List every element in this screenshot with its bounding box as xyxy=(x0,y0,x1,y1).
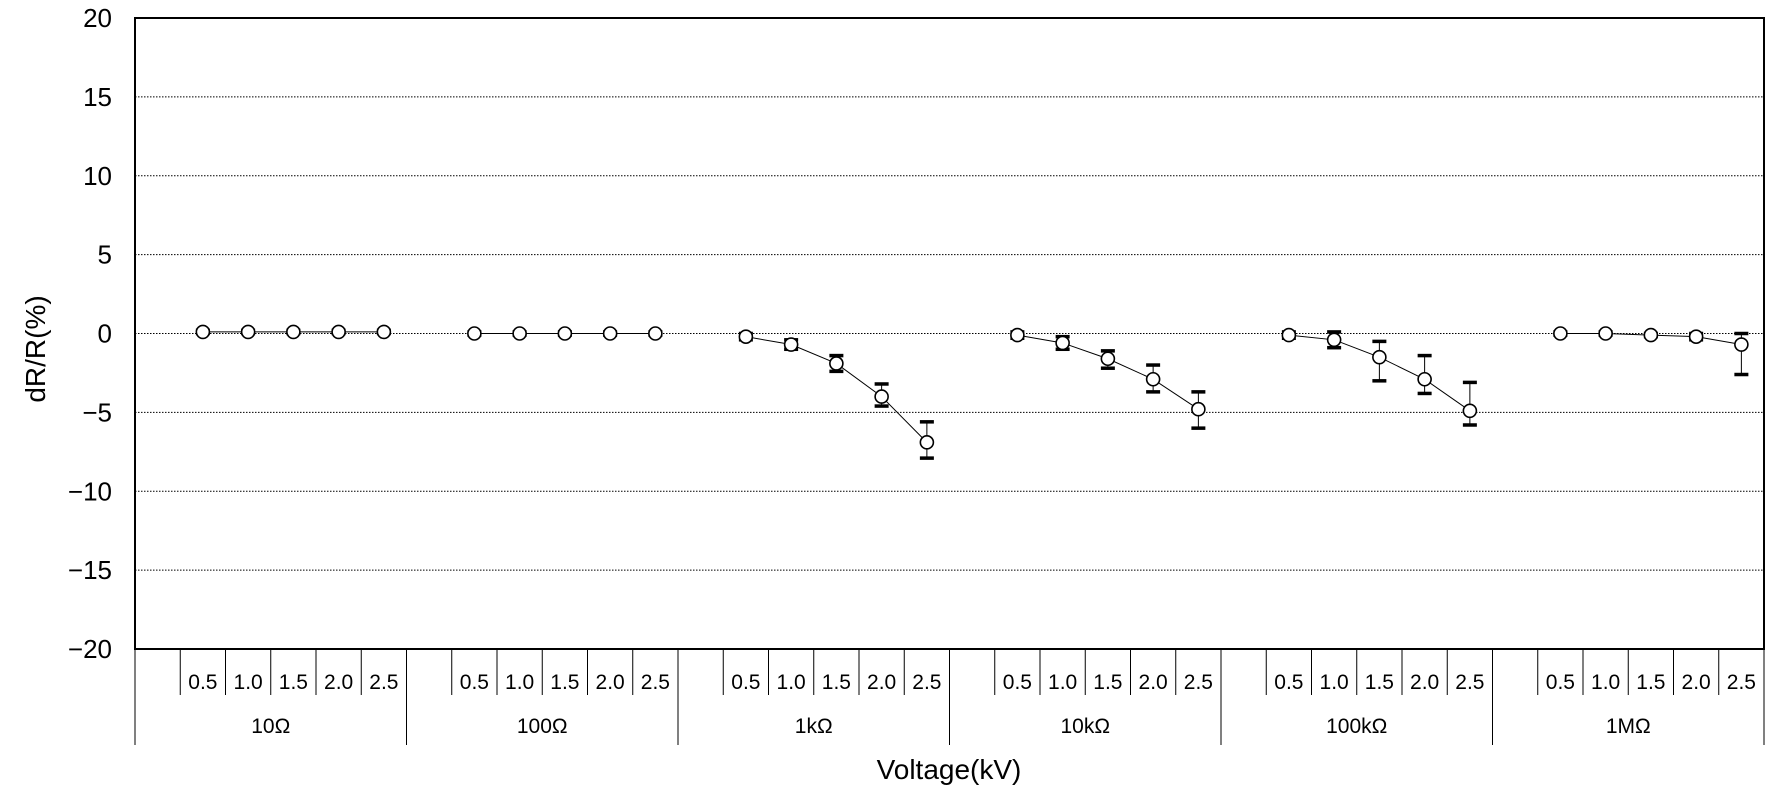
data-point xyxy=(195,324,211,340)
voltage-label: 2.5 xyxy=(1455,671,1484,694)
category-axis: 0.5 1.0 1.5 2.0 2.5 10Ω 0.5 1.0 1.5 2.0 2.5 100Ω 0.5… xyxy=(134,649,1765,745)
data-point xyxy=(376,324,392,340)
data-point xyxy=(331,324,346,340)
voltage-label: 2.0 xyxy=(1410,671,1439,694)
y-tick-label: −10 xyxy=(68,476,112,506)
voltage-label: 0.5 xyxy=(188,671,217,694)
voltage-label: 2.5 xyxy=(1727,671,1756,694)
data-point xyxy=(783,337,799,352)
voltage-label: 1.5 xyxy=(1093,671,1122,694)
voltage-label: 1.0 xyxy=(505,671,534,694)
data-point xyxy=(286,324,301,340)
data-point xyxy=(1145,371,1161,387)
voltage-label: 1.5 xyxy=(1365,671,1394,694)
voltage-label: 0.5 xyxy=(1546,671,1575,694)
data-point xyxy=(1010,327,1025,343)
voltage-label: 1.0 xyxy=(777,671,806,694)
voltage-label: 2.0 xyxy=(324,671,353,694)
plot-frame xyxy=(134,17,1765,650)
voltage-label: 0.5 xyxy=(1274,671,1303,694)
group-label: 1MΩ xyxy=(1606,715,1651,738)
voltage-label: 2.0 xyxy=(596,671,625,694)
y-tick-label: −20 xyxy=(68,634,112,664)
data-point xyxy=(1281,327,1297,343)
voltage-label: 2.5 xyxy=(1184,671,1213,694)
voltage-label: 0.5 xyxy=(1003,671,1032,694)
data-point xyxy=(874,389,889,404)
data-point xyxy=(1326,332,1342,348)
voltage-label: 1.5 xyxy=(1636,671,1665,694)
voltage-label: 1.0 xyxy=(1048,671,1077,694)
data-point xyxy=(512,326,527,341)
data-point xyxy=(1372,349,1387,365)
x-axis-title: Voltage(kV) xyxy=(877,754,1022,785)
voltage-label: 2.0 xyxy=(867,671,896,694)
group-label: 100kΩ xyxy=(1326,715,1387,738)
y-tick-label: 20 xyxy=(83,3,112,33)
voltage-label: 2.0 xyxy=(1682,671,1711,694)
data-series xyxy=(195,324,1749,460)
y-tick-labels: 20 15 10 5 0 −5 −10 −15 −20 xyxy=(68,3,112,664)
voltage-label: 1.5 xyxy=(822,671,851,694)
y-tick-label: 15 xyxy=(83,82,112,112)
data-point xyxy=(829,356,844,371)
data-point xyxy=(1055,335,1070,351)
voltage-label: 2.5 xyxy=(369,671,398,694)
voltage-label: 1.5 xyxy=(279,671,308,694)
y-tick-label: 10 xyxy=(83,161,112,191)
data-point xyxy=(1462,403,1478,419)
data-point xyxy=(467,326,482,341)
data-point xyxy=(1100,351,1116,367)
data-point xyxy=(919,435,935,450)
data-point xyxy=(1191,401,1206,417)
group-label: 100Ω xyxy=(517,715,568,738)
data-point xyxy=(738,329,754,344)
voltage-label: 0.5 xyxy=(731,671,760,694)
y-tick-label: 0 xyxy=(98,319,112,349)
data-point xyxy=(1553,326,1568,341)
y-axis-title: dR/R(%) xyxy=(20,295,51,402)
data-point xyxy=(602,326,618,341)
data-point xyxy=(557,326,573,341)
group-label: 10Ω xyxy=(251,715,290,738)
series-line xyxy=(745,336,928,443)
y-tick-label: −15 xyxy=(68,555,112,585)
voltage-label: 1.0 xyxy=(1320,671,1349,694)
data-point xyxy=(1734,337,1749,352)
data-point xyxy=(1643,327,1659,343)
data-point xyxy=(648,326,663,341)
voltage-label: 2.5 xyxy=(912,671,941,694)
group-label: 1kΩ xyxy=(795,715,833,738)
series-line xyxy=(1017,334,1199,410)
voltage-label: 2.0 xyxy=(1139,671,1168,694)
y-tick-label: 5 xyxy=(98,240,112,270)
group-label: 10kΩ xyxy=(1060,715,1110,738)
y-tick-label: −5 xyxy=(82,397,112,427)
voltage-label: 2.5 xyxy=(641,671,670,694)
voltage-label: 0.5 xyxy=(460,671,489,694)
data-point xyxy=(1598,326,1613,341)
voltage-label: 1.0 xyxy=(1591,671,1620,694)
data-point xyxy=(1417,371,1432,387)
voltage-label: 1.0 xyxy=(234,671,263,694)
data-point xyxy=(240,324,256,340)
gridlines xyxy=(135,96,1764,571)
data-point xyxy=(1688,329,1704,344)
voltage-label: 1.5 xyxy=(550,671,579,694)
